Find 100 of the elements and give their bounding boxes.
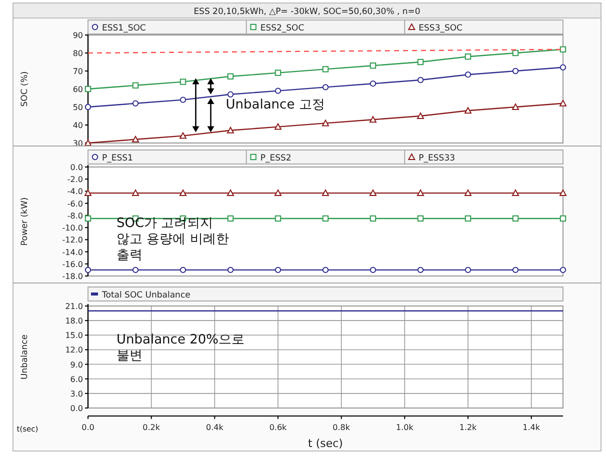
y-tick-label: -2.0 <box>67 175 83 184</box>
point <box>132 190 139 196</box>
point <box>274 88 282 94</box>
x-tick-label: 1.2k <box>459 423 478 432</box>
point <box>180 190 186 196</box>
point <box>227 215 234 222</box>
point <box>464 72 472 78</box>
legend-label: ESS3_SOC <box>418 24 463 34</box>
point <box>180 96 186 103</box>
y-axis-title: SOC (%) <box>20 71 30 107</box>
point <box>464 215 472 222</box>
y-tick-label: 15.0 <box>65 331 83 340</box>
point <box>274 266 282 274</box>
point <box>464 107 472 114</box>
x-tick-label: 1.4k <box>522 423 540 432</box>
y-axis-title: Power (kW) <box>20 197 30 246</box>
y-tick-label: 18.0 <box>65 316 83 326</box>
y-tick-label: 3.0 <box>70 389 83 398</box>
point <box>560 266 566 274</box>
legend-label: P_ESS2 <box>260 154 292 164</box>
point <box>274 70 282 76</box>
point <box>84 266 92 274</box>
point <box>417 58 424 66</box>
x-tick-label: 0.0 <box>82 423 94 432</box>
x-tick-label: 0.2k <box>142 423 160 432</box>
y-tick-label: 9.0 <box>70 360 83 370</box>
x-tick-label: 1.0k <box>396 423 414 432</box>
legend-label: ESS1_SOC <box>102 24 146 34</box>
y-axis-title: Unbalance <box>20 334 30 380</box>
point <box>322 84 329 90</box>
point <box>84 215 92 222</box>
annotation: Unbalance 고정 <box>226 97 325 112</box>
annotation: Unbalance 20%으로 불변 <box>116 332 244 364</box>
point <box>84 86 92 92</box>
point <box>417 76 424 84</box>
point <box>180 78 186 85</box>
point <box>370 215 376 222</box>
point <box>370 190 376 196</box>
x-tick-label: 0.4k <box>206 423 224 432</box>
point <box>227 190 234 196</box>
point <box>370 80 376 87</box>
y-tick-label: 0.0 <box>70 163 83 172</box>
y-tick-label: 50 <box>72 103 83 112</box>
point <box>512 50 519 56</box>
y-tick-label: -10.0 <box>62 224 83 233</box>
y-tick-label: 12.0 <box>65 346 83 355</box>
point <box>560 190 566 196</box>
y-tick-label: 60 <box>72 85 83 94</box>
point <box>132 266 139 274</box>
x-tick-label: 0.6k <box>269 423 288 432</box>
point <box>417 112 424 119</box>
point <box>132 82 139 88</box>
point <box>322 266 329 274</box>
point <box>180 132 186 139</box>
point <box>417 215 424 222</box>
point <box>180 266 186 274</box>
point <box>274 215 282 222</box>
point <box>464 266 472 274</box>
point <box>512 266 519 274</box>
point <box>274 123 282 130</box>
y-tick-label: -8.0 <box>67 211 83 220</box>
legend-label: P_ESS33 <box>418 154 456 164</box>
y-tick-label: -6.0 <box>67 199 83 208</box>
x-axis-title: t (sec) <box>308 437 343 450</box>
y-tick-label: 0.0 <box>70 404 83 413</box>
point <box>512 215 519 222</box>
y-tick-label: -18.0 <box>62 272 83 281</box>
point <box>84 104 92 110</box>
y-tick-label: -4.0 <box>67 187 83 196</box>
x-tick-label: 0.8k <box>332 423 350 432</box>
point <box>132 100 139 106</box>
point <box>227 91 234 98</box>
point <box>512 68 519 74</box>
point <box>322 215 329 222</box>
point <box>322 190 329 196</box>
chart-title: ESS 20,10,5kWh, △P= -30kW, SOC=50,60,30% , n=0 <box>194 7 420 17</box>
y-tick-label: -16.0 <box>62 260 83 269</box>
point <box>512 104 519 110</box>
point <box>322 66 329 72</box>
point <box>227 266 234 274</box>
y-tick-label: 80 <box>72 49 83 58</box>
y-tick-label: 90 <box>72 31 83 40</box>
legend-label: ESS2_SOC <box>260 24 304 34</box>
point <box>370 62 376 69</box>
point <box>417 266 424 274</box>
point <box>464 190 472 196</box>
point <box>370 116 376 123</box>
y-tick-label: -12.0 <box>62 236 83 245</box>
point <box>417 190 424 196</box>
point <box>560 46 566 52</box>
point <box>274 190 282 196</box>
y-tick-label: 40 <box>72 121 83 130</box>
point <box>512 190 519 196</box>
y-tick-label: 70 <box>72 67 83 76</box>
point <box>370 266 376 274</box>
legend-label: P_ESS1 <box>102 154 133 164</box>
point <box>560 100 566 106</box>
point <box>464 54 472 60</box>
point <box>132 136 139 142</box>
point <box>560 215 566 222</box>
